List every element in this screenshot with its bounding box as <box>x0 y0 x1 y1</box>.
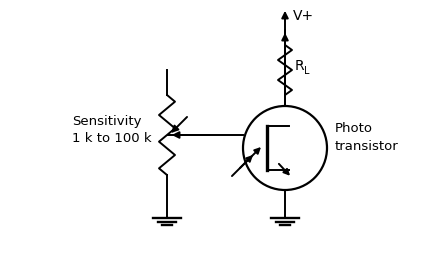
Text: L: L <box>304 66 310 76</box>
Text: R: R <box>295 59 304 73</box>
Text: V+: V+ <box>293 9 314 23</box>
Text: Photo
transistor: Photo transistor <box>335 123 399 153</box>
Text: Sensitivity
1 k to 100 k: Sensitivity 1 k to 100 k <box>72 115 152 145</box>
